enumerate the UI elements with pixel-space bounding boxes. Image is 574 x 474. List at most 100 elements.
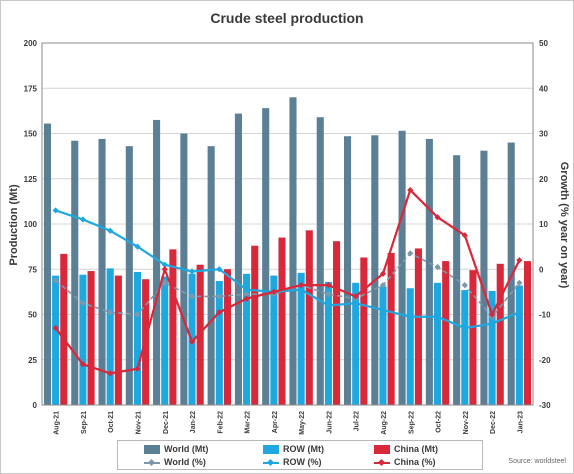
bar-world-mt: [98, 138, 106, 405]
point-row-pct: [461, 324, 468, 332]
point-china-pct: [161, 266, 168, 273]
point-row-pct: [52, 207, 59, 214]
y-right-tick-label: 0: [539, 265, 544, 274]
bar-china-mt: [251, 245, 259, 405]
x-tick-label: Feb-22: [217, 411, 224, 434]
bar-china-mt: [60, 253, 68, 405]
legend-item-row-mt: ROW (Mt): [263, 443, 324, 455]
point-row-pct: [298, 286, 305, 293]
x-tick-label: Jul-22: [354, 411, 361, 431]
bar-china-mt: [414, 248, 422, 405]
point-china-pct: [352, 293, 359, 300]
legend-swatch-china-pct: [374, 458, 390, 467]
bar-row-mt: [52, 275, 60, 405]
bar-row-mt: [79, 274, 87, 405]
y-left-tick-label: 25: [28, 356, 37, 365]
y-right-tick-label: -30: [539, 401, 551, 410]
point-world-pct: [325, 291, 332, 298]
x-tick-label: Nov-22: [463, 411, 470, 434]
bar-world-mt: [289, 97, 297, 406]
bar-china-mt: [114, 275, 122, 405]
y-left-tick-label: 100: [24, 220, 38, 229]
bar-world-mt: [153, 119, 161, 406]
y-left-tick-label: 150: [24, 130, 38, 139]
point-row-pct: [407, 313, 414, 320]
point-row-pct: [488, 320, 496, 327]
legend-swatch-row-mt: [263, 444, 279, 454]
point-world-pct: [461, 281, 468, 289]
y-left-tick-label: 175: [24, 84, 38, 93]
y-right-tick-label: 20: [539, 175, 548, 184]
point-row-pct: [434, 313, 441, 320]
point-china-pct: [298, 281, 305, 289]
bar-china-mt: [223, 269, 232, 405]
line-row-pct: [55, 209, 520, 330]
bar-row-mt: [133, 271, 142, 405]
y-right-tick-label: -20: [539, 356, 551, 365]
x-tick-label: Oct-22: [436, 411, 443, 433]
x-tick-label: Oct-21: [108, 411, 115, 433]
point-china-pct: [488, 311, 496, 318]
y-right-tick-label: 10: [539, 220, 548, 229]
line-world-pct: [55, 252, 520, 319]
bar-row-mt: [324, 281, 332, 405]
bar-row-mt: [515, 285, 523, 405]
x-tick-label: Sep-22: [408, 411, 415, 434]
x-tick-label: Jun-22: [326, 411, 333, 434]
y-right-tick-label: 40: [539, 84, 548, 93]
bar-china-mt: [387, 252, 395, 405]
bar-china-mt: [469, 270, 477, 405]
bar-china-mt: [87, 271, 95, 405]
bar-world-mt: [234, 113, 242, 405]
bar-china-mt: [360, 257, 368, 405]
x-tick-label: Apr-22: [272, 411, 279, 433]
y-right-tick-label: 30: [539, 130, 548, 139]
chart-title: Crude steel production: [210, 10, 364, 26]
bar-world-mt: [398, 130, 406, 405]
bar-row-mt: [406, 288, 414, 405]
bar-row-mt: [215, 281, 223, 405]
bar-world-mt: [343, 136, 352, 405]
bar-china-mt: [333, 241, 341, 405]
point-row-pct: [79, 216, 87, 223]
bar-row-mt: [379, 286, 387, 405]
bar-china-mt: [169, 249, 177, 405]
x-tick-label: Mar-22: [245, 411, 252, 434]
x-tick-label: Jan-22: [190, 411, 197, 433]
legend-label-china-pct: China (%): [394, 457, 436, 467]
x-tick-label: Aug-21: [54, 411, 61, 435]
bar-row-mt: [461, 290, 469, 405]
legend-label-china-mt: China (Mt): [394, 444, 438, 454]
bar-world-mt: [425, 138, 433, 405]
legend-label-world-mt: World (Mt): [164, 444, 209, 454]
legend-item-row-pct: ROW (%): [263, 456, 322, 468]
legend-label-world-pct: World (%): [164, 457, 206, 467]
bar-world-mt: [125, 146, 133, 406]
legend-item-world-mt: World (Mt): [144, 443, 208, 455]
point-world-pct: [134, 311, 141, 318]
x-tick-label: Sep-21: [81, 411, 88, 434]
x-tick-label: Dec-22: [490, 411, 497, 434]
y-left-tick-label: 200: [24, 39, 38, 48]
y-left-tick-label: 0: [33, 401, 38, 410]
legend-label-row-mt: ROW (Mt): [283, 444, 324, 454]
bar-world-mt: [43, 123, 52, 406]
plot-border: [41, 42, 534, 406]
point-row-pct: [325, 302, 332, 309]
point-china-pct: [134, 365, 141, 372]
bar-row-mt: [270, 275, 278, 405]
point-row-pct: [379, 306, 387, 314]
bar-row-mt: [106, 268, 114, 405]
line-china-pct: [54, 188, 521, 375]
bar-world-mt: [480, 150, 488, 405]
legend-item-china-mt: China (Mt): [374, 443, 438, 455]
y-left-tick-label: 50: [28, 311, 37, 320]
point-world-pct: [379, 281, 387, 289]
legend-label-row-pct: ROW (%): [283, 457, 322, 467]
y-left-tick-label: 75: [28, 265, 37, 274]
y-left-tick-label: 125: [24, 175, 38, 184]
point-china-pct: [325, 281, 332, 289]
bar-world-mt: [316, 117, 324, 406]
bar-world-mt: [371, 135, 379, 405]
